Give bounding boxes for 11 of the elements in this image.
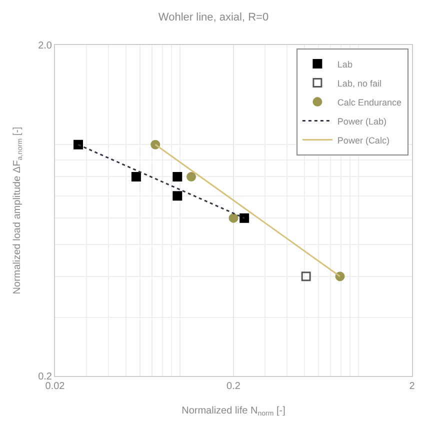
legend-label: Power (Calc) <box>337 135 390 146</box>
legend-label: Calc Endurance <box>337 97 402 108</box>
x-tick-label: 2 <box>409 381 416 392</box>
legend-label: Lab, no fail <box>337 78 382 88</box>
chart-title: Wohler line, axial, R=0 <box>158 11 269 24</box>
legend-label: Lab <box>337 59 352 70</box>
x-axis-title: Normalized life N$_{norm}$ [-] <box>182 406 286 418</box>
x-tick-label: 0.2 <box>226 381 241 392</box>
y-tick-label: 2.0 <box>38 40 52 52</box>
legend-label: Power (Lab) <box>337 116 386 126</box>
x-tick-label: 0.02 <box>45 381 66 392</box>
